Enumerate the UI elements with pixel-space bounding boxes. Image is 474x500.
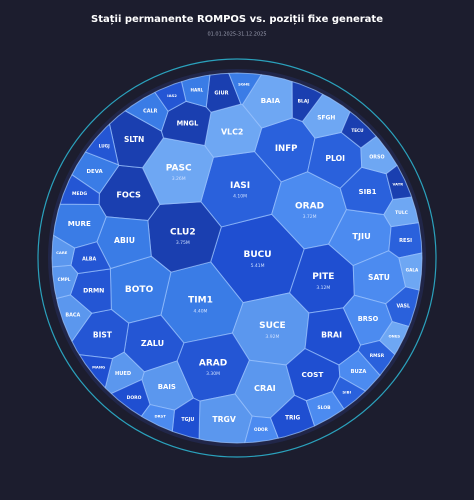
cell — [79, 354, 113, 389]
cell-label: TJIU — [352, 231, 370, 241]
cell-label: VLC2 — [221, 128, 243, 137]
cell-label: IAS2 — [167, 93, 177, 98]
outer-ring — [37, 58, 437, 458]
cell-label: ORSO — [369, 155, 384, 161]
cell-label: CARE — [56, 250, 68, 255]
cell-label: BACA — [65, 312, 80, 318]
cell — [385, 164, 413, 200]
cell-label: BOTO — [125, 285, 154, 295]
cell — [340, 111, 377, 149]
cell-label: BRSO — [358, 315, 379, 323]
cell-label: RMSR — [370, 353, 385, 359]
cell-label: BUZA — [351, 369, 367, 375]
cell — [59, 174, 100, 205]
cell — [291, 81, 324, 123]
cell-label: SLTN — [124, 135, 144, 144]
cell-label: PLOI — [325, 154, 345, 163]
cell-label: MEDG — [72, 191, 87, 197]
cell-label: PASC — [166, 163, 192, 173]
cell — [379, 321, 410, 355]
cell-label: ODOR — [254, 427, 269, 432]
cell-label: VATR — [393, 182, 404, 186]
cell-label: ALBA — [82, 257, 96, 263]
cell-label: ONES — [388, 333, 400, 338]
cell — [388, 222, 423, 259]
cell-label: SIB1 — [359, 187, 377, 196]
cell-value: 5.41M — [251, 263, 265, 269]
cell — [51, 234, 76, 268]
cell-label: BAIS — [158, 383, 176, 391]
cell-label: INFP — [275, 144, 298, 154]
cell-label: SLOB — [317, 405, 331, 411]
cell-label: MNGL — [177, 120, 199, 128]
cell-label: FOCS — [116, 190, 141, 200]
cell — [305, 391, 345, 427]
cell-label: IASI — [230, 181, 250, 191]
cell-label: MANG — [92, 364, 105, 369]
cell-label: BLAJ — [298, 98, 310, 104]
cell-label: TULC — [395, 210, 409, 216]
cell-label: CLU2 — [170, 227, 196, 237]
cell-label: LUGJ — [99, 144, 110, 149]
cell-label: SUCE — [259, 321, 286, 331]
cell — [331, 376, 366, 410]
cell — [398, 252, 423, 291]
cell-label: TECU — [351, 128, 364, 133]
cell-value: 4.10M — [233, 194, 247, 200]
cell-label: CRAI — [254, 383, 276, 393]
cell-label: VASL — [396, 304, 410, 310]
cell-label: TGJU — [181, 417, 194, 423]
cell-label: BAIA — [261, 96, 281, 105]
cell-label: DRMN — [83, 288, 104, 295]
cell-label: SGHE — [238, 81, 250, 86]
cell-label: GIUR — [214, 91, 228, 97]
cell-label: DRST — [154, 414, 166, 419]
cell-label: ZALU — [141, 339, 164, 348]
cell-value: 3.12M — [316, 285, 330, 291]
cell — [244, 415, 279, 444]
chart-subtitle: 01.01.2025-31.12.2025 — [207, 32, 266, 38]
chart-title: Stații permanente ROMPOS vs. poziții fix… — [91, 14, 383, 25]
cell-value: 3.30M — [206, 371, 220, 377]
cell-label: HUED — [115, 371, 131, 377]
cell-label: COST — [302, 370, 324, 379]
cell-label: BUCU — [243, 250, 271, 260]
cell-label: PITE — [312, 272, 334, 282]
cell-label: DORO — [127, 395, 142, 401]
cell-label: ABIU — [114, 236, 135, 245]
cell-label: RESI — [399, 238, 412, 244]
cell-label: TRGV — [212, 415, 235, 424]
cell — [154, 81, 187, 112]
cell-label: GALA — [406, 267, 419, 272]
cell-label: CMPL — [58, 277, 71, 282]
cell-label: TRIG — [285, 415, 300, 421]
cell-value: 3.92M — [265, 334, 279, 340]
cell-label: DEVA — [87, 169, 104, 175]
cell-label: BIST — [93, 331, 113, 340]
cell — [84, 123, 119, 166]
cell-label: MURE — [68, 219, 91, 228]
cell-label: SIBI — [342, 389, 351, 394]
cell-label: ORAD — [295, 201, 324, 211]
cell-label: CALR — [143, 109, 157, 115]
cell-value: 3.75M — [176, 240, 190, 246]
cell-value: 3.26M — [172, 176, 186, 182]
cell-label: SATU — [368, 273, 390, 282]
cells: BUCU 5.41M TIM1 4.40M IASI 4.10M SUCE 3.92M CLU2… — [51, 72, 423, 444]
cell — [228, 72, 262, 105]
cell — [140, 404, 175, 432]
cell-value: 3.72M — [303, 214, 317, 220]
cell-label: SFGH — [317, 115, 335, 121]
cell-label: HARL — [190, 87, 203, 92]
cell-label: TIM1 — [188, 296, 213, 306]
cell-value: 4.40M — [194, 309, 208, 315]
cell — [56, 294, 93, 342]
cell-label: BRAI — [321, 331, 342, 340]
cell-label: ARAD — [199, 358, 227, 368]
cell — [104, 351, 145, 395]
